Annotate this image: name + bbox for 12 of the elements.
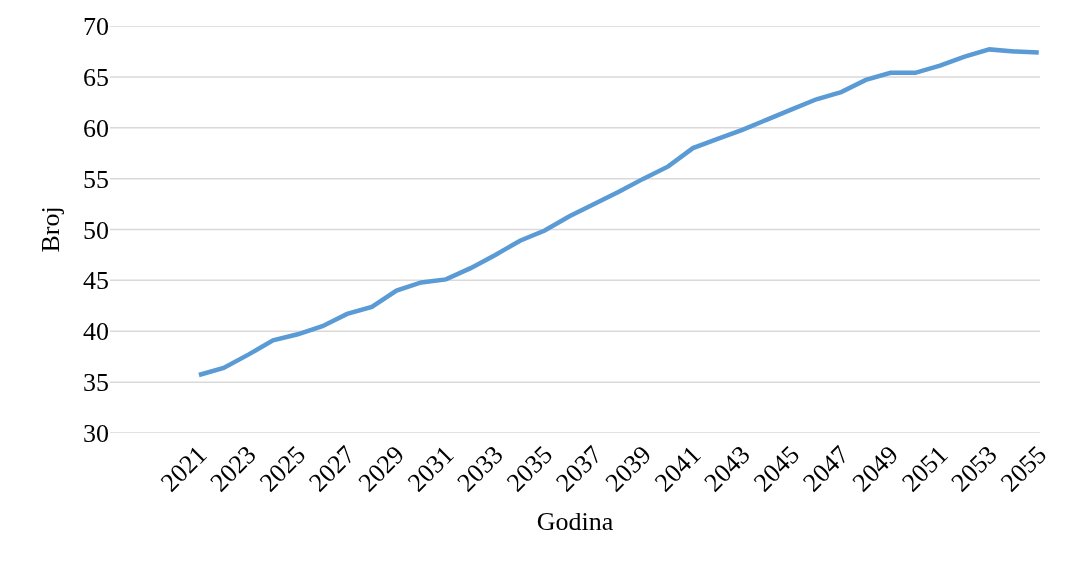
y-tick-label: 60 — [83, 113, 109, 143]
y-tick-label: 30 — [83, 419, 109, 449]
x-axis-title: Godina — [536, 506, 614, 536]
y-tick-label: 35 — [83, 368, 109, 398]
y-axis-title: Broj — [36, 206, 66, 253]
y-tick-label: 40 — [83, 317, 109, 347]
y-tick-label: 65 — [83, 62, 109, 92]
y-tick-label: 50 — [83, 215, 109, 245]
line-series — [196, 47, 1040, 378]
y-tick-label: 45 — [83, 266, 109, 296]
y-tick-label: 70 — [83, 12, 109, 42]
y-tick-label: 55 — [83, 164, 109, 194]
